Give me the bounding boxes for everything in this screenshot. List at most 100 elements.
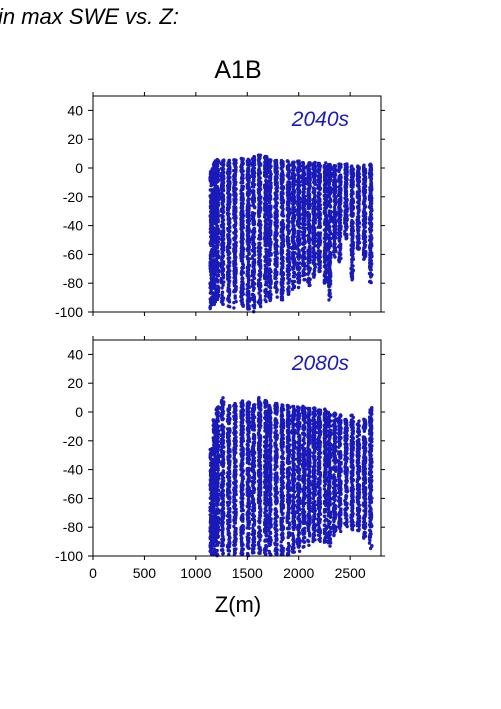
data-point [226, 208, 230, 213]
data-point [226, 256, 230, 261]
data-point [287, 250, 291, 254]
data-point [293, 242, 297, 246]
data-point [253, 253, 257, 257]
data-point [246, 267, 251, 271]
data-point [322, 281, 327, 285]
data-point [247, 217, 251, 221]
data-point [333, 202, 337, 207]
data-point [292, 205, 296, 209]
data-point [286, 160, 290, 164]
data-point [221, 230, 225, 235]
data-point [286, 289, 290, 294]
data-point [245, 238, 250, 242]
data-point [219, 280, 224, 285]
data-point [208, 300, 213, 304]
data-point [274, 189, 278, 194]
data-point [226, 170, 230, 174]
data-point [306, 221, 311, 225]
data-point [234, 194, 238, 198]
data-point [257, 156, 261, 160]
data-point [344, 180, 349, 185]
data-point [246, 202, 250, 206]
data-point [256, 223, 261, 227]
data-point [259, 180, 263, 184]
data-point [281, 272, 285, 276]
data-point [281, 204, 285, 208]
data-point [211, 284, 216, 288]
data-point [228, 225, 232, 230]
data-point [240, 184, 244, 188]
data-point [322, 252, 327, 256]
data-point [281, 264, 285, 268]
data-point [312, 161, 316, 165]
data-point [297, 261, 302, 265]
data-point [337, 237, 341, 241]
data-point [318, 250, 322, 254]
data-point [280, 213, 284, 217]
data-point [287, 272, 291, 276]
data-point [316, 195, 321, 199]
data-point [313, 240, 317, 244]
data-point [232, 168, 236, 173]
data-point [245, 272, 249, 276]
data-point [275, 165, 279, 170]
data-point [307, 215, 312, 219]
data-point [280, 193, 284, 197]
data-point [275, 295, 279, 299]
data-point [246, 162, 250, 166]
data-point [215, 295, 220, 299]
data-point [215, 193, 220, 197]
data-point [264, 193, 269, 197]
data-point [312, 251, 316, 256]
data-point [326, 270, 330, 274]
data-point [290, 256, 295, 261]
data-point [301, 226, 305, 230]
data-point [290, 287, 295, 291]
data-point [318, 225, 322, 229]
data-point [308, 244, 312, 249]
data-point [241, 198, 245, 202]
data-point [311, 246, 316, 250]
data-point [302, 267, 306, 271]
data-point [214, 228, 219, 232]
data-point [211, 241, 215, 245]
data-point [280, 256, 284, 260]
data-point [246, 256, 250, 260]
data-point [227, 300, 232, 304]
data-point [280, 279, 284, 283]
data-point [226, 235, 230, 239]
data-point [318, 172, 322, 177]
data-point [227, 281, 231, 285]
data-point [239, 156, 243, 161]
data-point [291, 164, 295, 168]
data-point [268, 178, 272, 182]
data-point [264, 224, 268, 228]
data-point [241, 237, 245, 241]
data-point [258, 288, 262, 292]
data-point [296, 243, 301, 247]
data-point [208, 172, 213, 176]
data-point [214, 233, 219, 237]
data-point [273, 272, 278, 276]
data-point [328, 168, 333, 172]
data-point [337, 245, 342, 249]
data-point [232, 273, 237, 277]
data-point [333, 209, 337, 214]
data-point [296, 187, 300, 191]
data-point [246, 231, 250, 236]
data-point [233, 244, 238, 249]
data-point [338, 218, 342, 222]
data-point [350, 166, 354, 170]
data-point [241, 281, 245, 286]
data-point [269, 296, 273, 300]
data-point [215, 190, 219, 195]
data-point [287, 281, 291, 285]
data-point [245, 224, 250, 228]
data-point [233, 294, 237, 298]
data-point [324, 161, 328, 165]
data-point [273, 260, 277, 264]
data-point [245, 247, 249, 251]
data-point [215, 288, 220, 292]
data-point [293, 246, 297, 251]
data-point [302, 216, 306, 221]
